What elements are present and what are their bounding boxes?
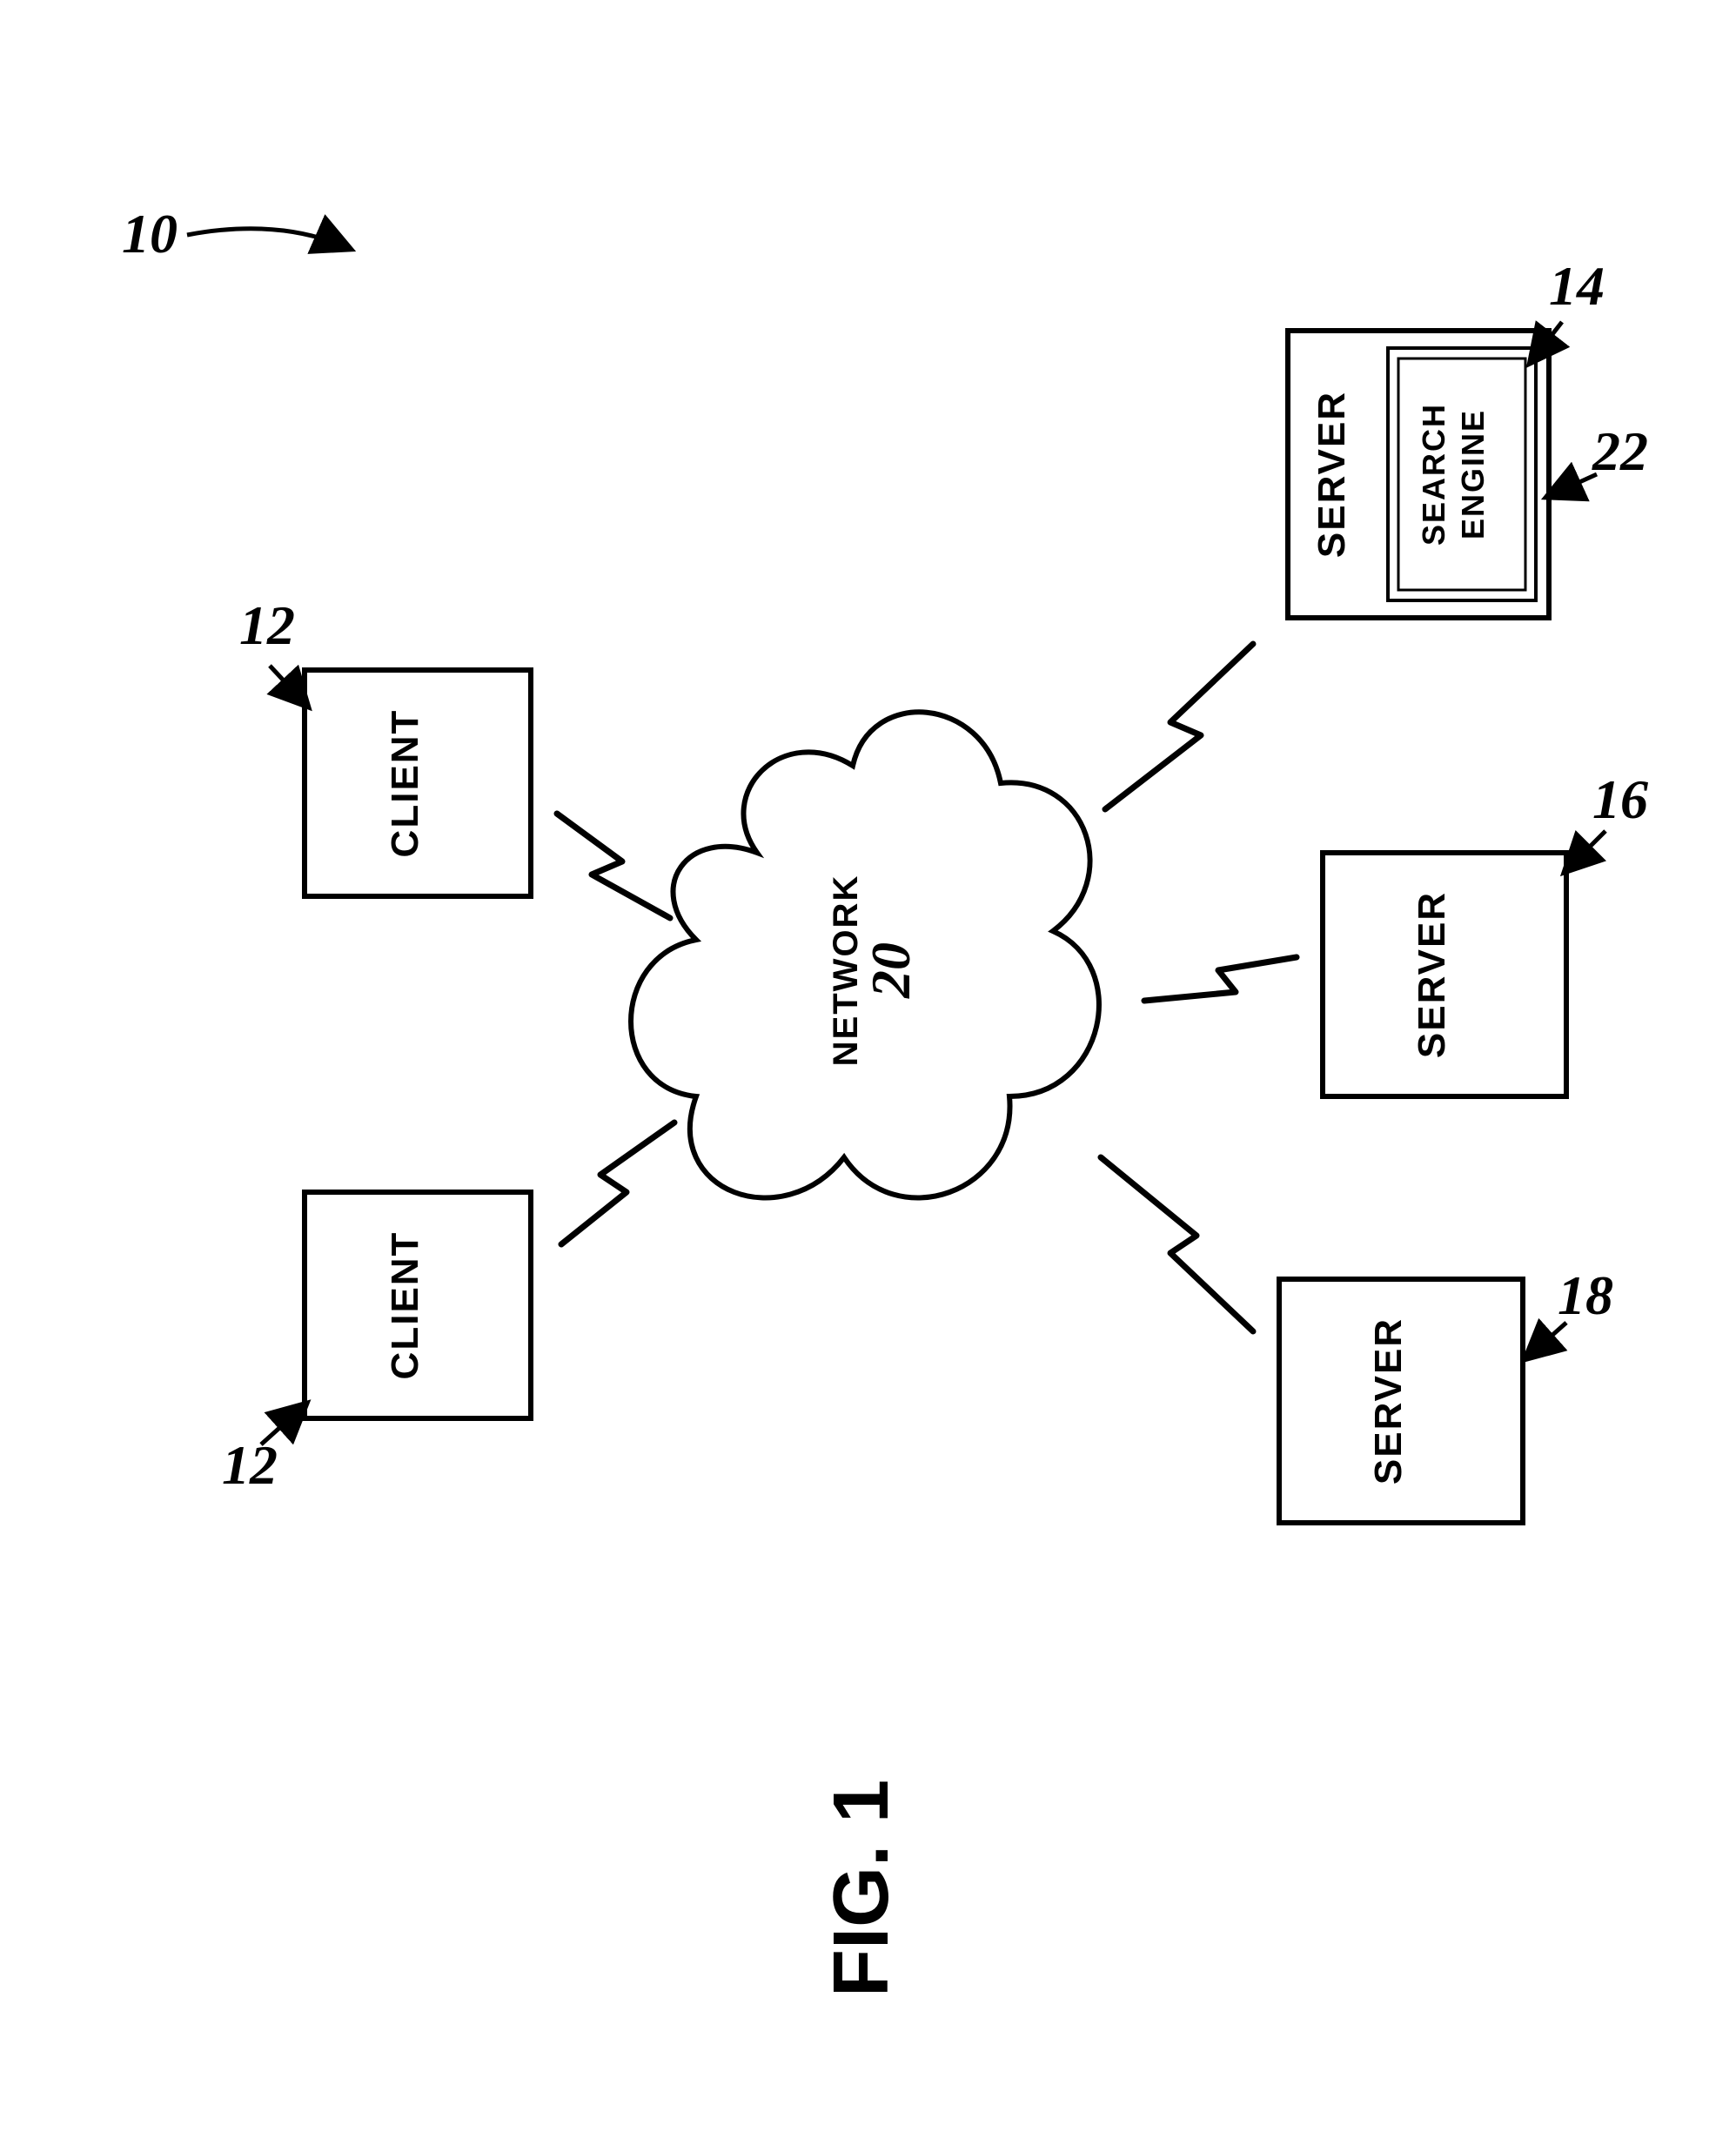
network-links [557, 644, 1297, 1331]
server-1-ref: 14 [1549, 255, 1605, 317]
server-1-label: SERVER [1310, 391, 1353, 558]
client-1-label: CLIENT [384, 709, 426, 858]
server-2-ref: 16 [1592, 768, 1648, 830]
client-box-1: CLIENT 12 [239, 594, 531, 896]
server-box-3: SERVER 18 [1279, 1264, 1613, 1523]
network-ref: 20 [860, 942, 922, 999]
client-2-ref: 12 [222, 1434, 278, 1496]
server-2-label: SERVER [1411, 891, 1453, 1058]
figure-label: FIG. 1 [818, 1779, 905, 1997]
server-3-label: SERVER [1367, 1317, 1410, 1485]
client-1-ref: 12 [239, 594, 295, 656]
server-box-1: SERVER SEARCH ENGINE 14 22 [1288, 255, 1648, 618]
server-3-ref: 18 [1558, 1264, 1613, 1326]
client-box-2: CLIENT 12 [222, 1192, 531, 1496]
server-box-2: SERVER 16 [1323, 768, 1648, 1096]
system-ref: 10 [122, 203, 348, 265]
system-ref-num: 10 [122, 203, 178, 265]
search-label-2: ENGINE [1455, 409, 1491, 540]
search-ref: 22 [1592, 420, 1648, 482]
network-cloud: NETWORK 20 [631, 712, 1099, 1197]
client-2-label: CLIENT [384, 1231, 426, 1380]
search-label-1: SEARCH [1416, 403, 1451, 546]
diagram-canvas: 10 CLIENT 12 CLIENT 12 NETWORK 20 SERVER… [0, 0, 1736, 2138]
